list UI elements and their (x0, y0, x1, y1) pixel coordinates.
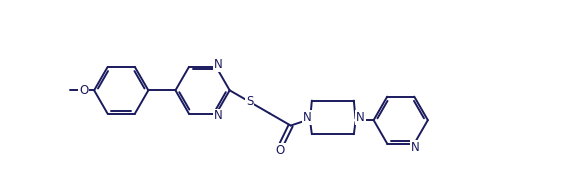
Text: N: N (213, 58, 222, 71)
Text: N: N (411, 141, 419, 154)
Text: O: O (79, 84, 88, 97)
Text: N: N (213, 110, 222, 122)
Text: N: N (356, 111, 365, 124)
Text: O: O (276, 144, 285, 157)
Text: N: N (303, 111, 311, 124)
Text: S: S (246, 95, 254, 108)
